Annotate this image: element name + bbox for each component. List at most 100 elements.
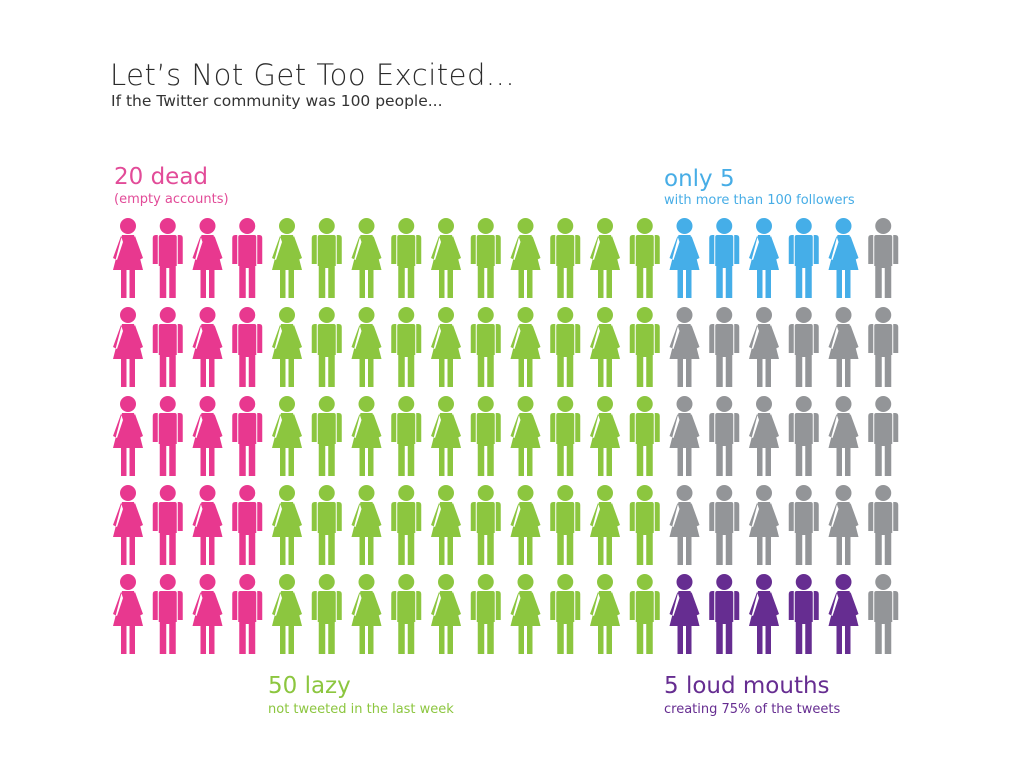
person-icon-dead-male bbox=[232, 485, 263, 565]
person-icon-other-male bbox=[709, 396, 740, 476]
person-head bbox=[875, 574, 892, 590]
person-body bbox=[311, 591, 342, 654]
person-body bbox=[788, 324, 819, 387]
person-icon-followers-female bbox=[669, 218, 700, 298]
person-head bbox=[557, 396, 574, 412]
person-icon-dead-male bbox=[152, 396, 183, 476]
person-body bbox=[669, 591, 700, 654]
person-head bbox=[875, 396, 892, 412]
person-icon-followers-male bbox=[709, 218, 740, 298]
person-body bbox=[113, 591, 143, 654]
person-icon-lazy-male bbox=[391, 218, 422, 298]
person-icon-dead-male bbox=[152, 218, 183, 298]
person-head bbox=[159, 485, 176, 501]
person-body bbox=[431, 591, 461, 654]
person-icon-lazy-female bbox=[590, 574, 620, 654]
person-body bbox=[550, 324, 581, 387]
person-head bbox=[835, 485, 852, 501]
person-body bbox=[550, 413, 581, 476]
person-icon-lazy-female bbox=[590, 396, 620, 476]
person-head bbox=[597, 307, 613, 323]
person-icon-dead-female bbox=[113, 218, 143, 298]
person-icon-lazy-female bbox=[351, 574, 382, 654]
person-body bbox=[192, 324, 223, 387]
person-body bbox=[311, 502, 342, 565]
person-body bbox=[828, 324, 859, 387]
person-icon-dead-female bbox=[192, 307, 223, 387]
followers-label: only 5 bbox=[664, 166, 735, 192]
person-icon-lazy-male bbox=[550, 307, 581, 387]
person-body bbox=[709, 591, 740, 654]
person-icon-dead-female bbox=[113, 485, 143, 565]
person-body bbox=[311, 413, 342, 476]
person-icon-lazy-male bbox=[311, 574, 342, 654]
person-head bbox=[716, 485, 733, 501]
person-icon-loud-male bbox=[788, 574, 819, 654]
person-body bbox=[788, 235, 819, 298]
person-body bbox=[828, 413, 859, 476]
person-head bbox=[597, 574, 613, 590]
person-icon-other-male bbox=[868, 485, 899, 565]
person-head bbox=[239, 307, 256, 323]
person-body bbox=[510, 324, 541, 387]
person-head bbox=[477, 574, 494, 590]
person-icon-lazy-female bbox=[590, 307, 620, 387]
person-icon-lazy-female bbox=[351, 396, 382, 476]
person-icon-lazy-female bbox=[272, 307, 302, 387]
person-head bbox=[795, 485, 812, 501]
person-icon-lazy-female bbox=[272, 574, 302, 654]
person-icon-lazy-male bbox=[550, 574, 581, 654]
person-head bbox=[477, 396, 494, 412]
person-icon-lazy-male bbox=[311, 307, 342, 387]
person-body bbox=[351, 591, 382, 654]
person-body bbox=[232, 502, 263, 565]
person-body bbox=[749, 324, 779, 387]
person-head bbox=[716, 396, 733, 412]
person-head bbox=[636, 396, 653, 412]
person-head bbox=[199, 218, 216, 234]
person-icon-lazy-female bbox=[272, 485, 302, 565]
person-icon-other-female bbox=[749, 396, 779, 476]
person-head bbox=[517, 485, 534, 501]
person-head bbox=[239, 574, 256, 590]
person-head bbox=[438, 307, 454, 323]
person-body bbox=[828, 502, 859, 565]
person-icon-dead-male bbox=[232, 307, 263, 387]
person-head bbox=[279, 485, 295, 501]
person-icon-other-male bbox=[868, 574, 899, 654]
person-head bbox=[795, 307, 812, 323]
person-icon-dead-female bbox=[192, 574, 223, 654]
person-body bbox=[709, 502, 740, 565]
person-head bbox=[438, 218, 454, 234]
person-icon-dead-male bbox=[232, 218, 263, 298]
person-body bbox=[152, 324, 183, 387]
person-body bbox=[470, 591, 501, 654]
person-head bbox=[318, 218, 335, 234]
followers-sublabel: with more than 100 followers bbox=[664, 193, 855, 208]
person-body bbox=[431, 413, 461, 476]
person-body bbox=[391, 591, 422, 654]
person-body bbox=[629, 324, 660, 387]
person-icon-dead-female bbox=[192, 485, 223, 565]
chart-subtitle: If the Twitter community was 100 people.… bbox=[111, 92, 443, 110]
person-head bbox=[239, 218, 256, 234]
person-icon-lazy-male bbox=[470, 218, 501, 298]
person-icon-lazy-female bbox=[510, 485, 541, 565]
person-icon-other-female bbox=[669, 307, 700, 387]
person-head bbox=[756, 574, 772, 590]
person-icon-lazy-male bbox=[470, 574, 501, 654]
person-icon-lazy-male bbox=[629, 396, 660, 476]
person-icon-other-female bbox=[669, 485, 700, 565]
person-icon-followers-male bbox=[788, 218, 819, 298]
person-head bbox=[318, 574, 335, 590]
person-head bbox=[279, 307, 295, 323]
person-head bbox=[636, 218, 653, 234]
person-body bbox=[788, 413, 819, 476]
person-head bbox=[159, 574, 176, 590]
person-head bbox=[835, 307, 852, 323]
loud-sublabel: creating 75% of the tweets bbox=[664, 702, 841, 717]
person-head bbox=[120, 307, 136, 323]
lazy-sublabel: not tweeted in the last week bbox=[268, 702, 454, 717]
person-head bbox=[676, 307, 693, 323]
